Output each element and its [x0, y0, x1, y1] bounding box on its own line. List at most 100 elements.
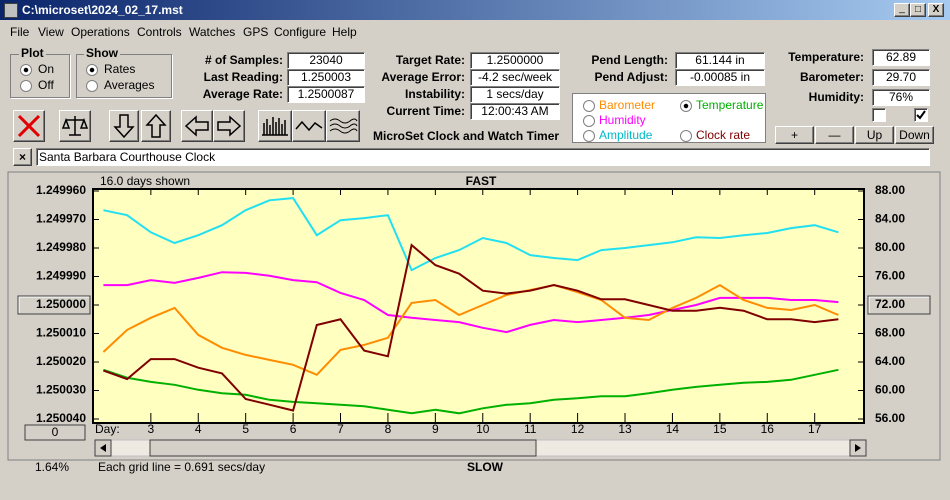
x-tick-label: 6: [290, 422, 297, 436]
up-arrow-icon: [145, 113, 167, 138]
x-tick-label: 13: [618, 422, 632, 436]
radio-label: Averages: [104, 78, 155, 92]
field-label: Target Rate:: [395, 53, 465, 67]
checkbox[interactable]: [914, 108, 928, 122]
field-label: Barometer:: [799, 70, 864, 84]
scroll-left-button[interactable]: [181, 110, 213, 142]
x-tick-label: 4: [195, 422, 202, 436]
series-line: [103, 271, 839, 334]
fast-label: FAST: [466, 174, 497, 188]
legend-radio[interactable]: [583, 130, 595, 142]
series-legend: Barometer Humidity Amplitude Temperature Clo…: [572, 93, 766, 143]
legend-radio[interactable]: [583, 100, 595, 112]
bars-view-button[interactable]: [258, 110, 292, 142]
legend-radio[interactable]: [680, 100, 692, 112]
control-button[interactable]: Up: [855, 126, 894, 144]
axis-button[interactable]: [17, 295, 91, 315]
maximize-button[interactable]: □: [910, 3, 926, 17]
scroll-right-button[interactable]: [213, 110, 245, 142]
radio-label: Rates: [104, 62, 136, 76]
menu-item[interactable]: Watches: [189, 25, 236, 39]
check-mark: [916, 110, 926, 120]
close-button[interactable]: X: [928, 3, 944, 17]
control-button[interactable]: —: [815, 126, 854, 144]
scroll-thumb[interactable]: [149, 439, 537, 457]
menu-item[interactable]: View: [38, 25, 64, 39]
field-value: 62.89: [872, 49, 930, 66]
y2-tick-label: 88.00: [875, 183, 905, 197]
y2-tick-label: 80.00: [875, 240, 905, 254]
field-value: 76%: [872, 89, 930, 106]
chart: 16.0 days shown FAST 1.249960 1.249970 1.249…: [7, 171, 941, 474]
balance-button[interactable]: [59, 110, 91, 142]
y2-tick-label: 84.00: [875, 212, 905, 226]
clock-name-field[interactable]: Santa Barbara Courthouse Clock: [36, 148, 930, 166]
wave-view-button[interactable]: [292, 110, 326, 142]
legend-label: Clock rate: [696, 128, 751, 142]
x-tick-label: 5: [242, 422, 249, 436]
y2-tick-label: 64.00: [875, 354, 905, 368]
menu-item[interactable]: Configure: [274, 25, 327, 39]
clear-name-button[interactable]: ×: [13, 148, 32, 166]
x-tick-label: 17: [808, 422, 822, 436]
menu-item[interactable]: File: [10, 25, 30, 39]
waves-view-button[interactable]: [326, 110, 360, 142]
legend-label: Temperature: [696, 98, 764, 112]
x-tick-label: 12: [571, 422, 585, 436]
offset-button[interactable]: [24, 424, 86, 441]
axis-button-highlight: [868, 296, 929, 313]
field-label: Temperature:: [788, 50, 864, 64]
axis-button[interactable]: [867, 295, 931, 315]
radio-button[interactable]: [86, 80, 98, 92]
days-shown: 16.0 days shown: [100, 174, 190, 188]
y-tick-label: 1.250040: [36, 411, 86, 425]
checkbox[interactable]: [872, 108, 886, 122]
offset-button-label: 0: [52, 425, 59, 439]
y-tick-label: 1.249990: [36, 269, 86, 283]
menu-item[interactable]: Controls: [137, 25, 182, 39]
minimize-button[interactable]: _: [894, 3, 910, 17]
y-tick-label: 1.250000: [36, 297, 86, 311]
x-tick-label: 9: [432, 422, 439, 436]
slow-label: SLOW: [467, 460, 504, 474]
show-group-title: Show: [84, 46, 120, 60]
control-button[interactable]: +: [775, 126, 814, 144]
rate-down-button[interactable]: [109, 110, 139, 142]
menu-bar: File View Operations Controls Watches GPS Conf…: [0, 21, 950, 41]
field-value: 1.2500000: [470, 52, 560, 69]
legend-radio[interactable]: [583, 115, 595, 127]
radio-button[interactable]: [20, 64, 32, 76]
clear-button[interactable]: [13, 110, 45, 142]
x-tick-label: 3: [148, 422, 155, 436]
field-label: Pend Adjust:: [594, 70, 668, 84]
field-label: Average Error:: [381, 70, 465, 84]
field-value: 1.250003: [287, 69, 365, 86]
legend-label: Humidity: [599, 113, 646, 127]
series-line: [102, 283, 839, 376]
y2-tick-label: 68.00: [875, 326, 905, 340]
window-title: C:\microset\2024_02_17.mst: [22, 3, 183, 17]
radio-button[interactable]: [86, 64, 98, 76]
wave-icon: [295, 120, 323, 132]
field-value: 1 secs/day: [470, 86, 560, 103]
x-tick-label: 14: [666, 422, 680, 436]
legend-radio[interactable]: [680, 130, 692, 142]
control-button[interactable]: Down: [895, 126, 934, 144]
y2-tick-label: 72.00: [875, 297, 905, 311]
menu-item[interactable]: Operations: [71, 25, 130, 39]
scroll-left-arrow: [100, 444, 106, 452]
field-value: -0.00085 in: [675, 69, 765, 86]
down-arrow-icon: [113, 114, 135, 139]
field-value: 12:00:43 AM: [470, 103, 560, 120]
rate-up-button[interactable]: [141, 110, 171, 142]
percent-label: 1.64%: [35, 460, 69, 474]
y-tick-label: 1.250020: [36, 354, 86, 368]
title-bar: C:\microset\2024_02_17.mst _ □ X: [0, 0, 950, 20]
menu-item[interactable]: GPS: [243, 25, 269, 39]
radio-label: On: [38, 62, 55, 76]
menu-item[interactable]: Help: [332, 25, 357, 39]
app-icon: [4, 3, 18, 18]
radio-button[interactable]: [20, 80, 32, 92]
y-tick-label: 1.250030: [36, 383, 86, 397]
